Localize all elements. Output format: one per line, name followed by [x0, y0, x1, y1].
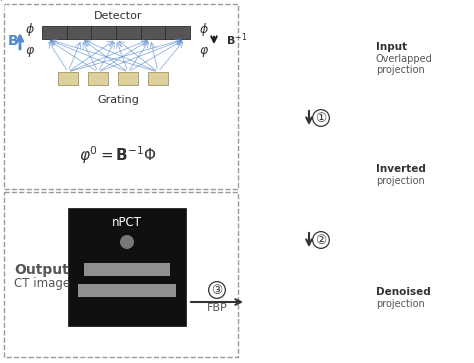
Text: $\phi$: $\phi$	[199, 21, 209, 38]
Bar	[68, 208, 186, 326]
Text: projection: projection	[376, 65, 425, 75]
Text: $\mathbf{B}^{-1}$: $\mathbf{B}^{-1}$	[226, 32, 247, 48]
Text: $\phi$: $\phi$	[25, 21, 35, 38]
Text: Overlapped: Overlapped	[376, 54, 433, 64]
Text: nPCT: nPCT	[112, 216, 142, 228]
Bar	[78, 284, 176, 297]
Bar	[4, 4, 238, 189]
Text: CT image: CT image	[14, 277, 70, 290]
Text: ③: ③	[211, 284, 223, 297]
Circle shape	[120, 235, 134, 249]
Text: Input: Input	[376, 42, 407, 52]
Text: $\varphi$: $\varphi$	[199, 45, 209, 59]
Bar	[118, 72, 138, 85]
Text: projection: projection	[376, 176, 425, 186]
Text: FBP: FBP	[207, 303, 228, 313]
Bar	[148, 72, 168, 85]
Text: projection: projection	[376, 299, 425, 309]
Text: $\varphi$: $\varphi$	[25, 45, 35, 59]
Bar	[84, 263, 170, 276]
Text: Grating: Grating	[97, 95, 139, 105]
Text: ②: ②	[315, 233, 327, 246]
Text: $\varphi^0 = \mathbf{B}^{-1}\Phi$: $\varphi^0 = \mathbf{B}^{-1}\Phi$	[79, 144, 157, 166]
Text: $\mathbf{B}$: $\mathbf{B}$	[7, 34, 19, 48]
Text: Denoised: Denoised	[376, 287, 431, 297]
Bar	[58, 72, 78, 85]
Text: Detector: Detector	[94, 11, 142, 21]
Text: Output: Output	[15, 263, 69, 277]
Text: Inverted: Inverted	[376, 164, 426, 174]
Bar	[42, 26, 190, 39]
Bar	[4, 192, 238, 357]
Text: ①: ①	[315, 111, 327, 125]
Bar	[88, 72, 108, 85]
